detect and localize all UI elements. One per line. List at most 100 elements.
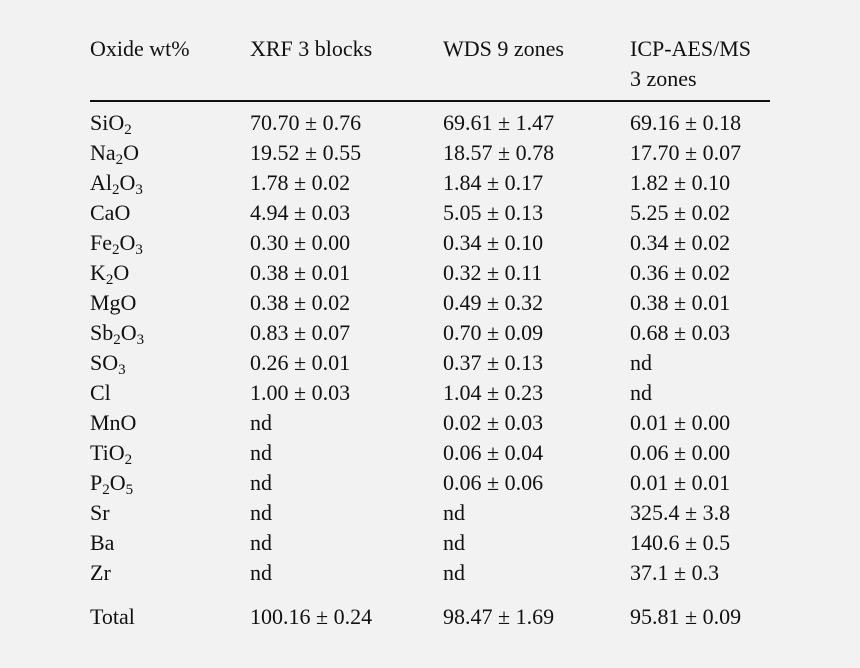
xrf-value: 0.30 ± 0.00 [250, 230, 351, 255]
total-row: Total 100.16 ± 0.24 98.47 ± 1.69 95.81 ± 0.… [90, 588, 770, 632]
wds-value: nd [443, 530, 465, 555]
total-wds: 98.47 ± 1.69 [443, 604, 555, 629]
xrf-value: 70.70 ± 0.76 [250, 110, 362, 135]
oxide-subscript: 3 [136, 332, 145, 348]
table-row: CaO 4.94 ± 0.03 5.05 ± 0.13 5.25 ± 0.02 [90, 198, 770, 228]
oxide-subscript: 3 [135, 242, 143, 258]
xrf-value: 0.38 ± 0.02 [250, 290, 351, 315]
oxide-text: O [123, 140, 140, 165]
header-oxide: Oxide wt% [90, 36, 190, 61]
wds-value: 18.57 ± 0.78 [443, 140, 555, 165]
oxide-subscript: 2 [124, 452, 133, 468]
total-icp: 95.81 ± 0.09 [630, 604, 742, 629]
oxide-cell: Cl [90, 378, 250, 408]
oxide-cell: MgO [90, 288, 250, 318]
oxide-subscript: 5 [125, 482, 134, 498]
wds-value: 0.06 ± 0.06 [443, 470, 544, 495]
wds-value: 1.84 ± 0.17 [443, 170, 544, 195]
xrf-value: 1.78 ± 0.02 [250, 170, 351, 195]
oxide-subscript: 3 [135, 182, 143, 198]
total-xrf: 100.16 ± 0.24 [250, 604, 373, 629]
wds-value: 1.04 ± 0.23 [443, 380, 544, 405]
oxide-text: Fe [90, 230, 112, 255]
oxide-text: MnO [90, 410, 137, 435]
oxide-cell: Fe2O3 [90, 228, 250, 258]
icp-value: 0.06 ± 0.00 [630, 440, 731, 465]
table-row: TiO2 nd 0.06 ± 0.04 0.06 ± 0.00 [90, 438, 770, 468]
xrf-value: nd [250, 530, 272, 555]
wds-value: nd [443, 500, 465, 525]
oxide-text: O [113, 260, 130, 285]
icp-value: 69.16 ± 0.18 [630, 110, 742, 135]
header-wds: WDS 9 zones [443, 36, 564, 61]
oxide-subscript: 3 [118, 362, 126, 378]
oxide-text: Al [90, 170, 112, 195]
table-row: Zr nd nd 37.1 ± 0.3 [90, 558, 770, 588]
oxide-cell: SO3 [90, 348, 250, 378]
xrf-value: 1.00 ± 0.03 [250, 380, 351, 405]
oxide-cell: SiO2 [90, 101, 250, 138]
wds-value: nd [443, 560, 465, 585]
xrf-value: nd [250, 560, 272, 585]
oxide-text: TiO [90, 440, 125, 465]
header-icp: ICP-AES/MS 3 zones [630, 36, 752, 91]
oxide-text: SO [90, 350, 119, 375]
oxide-text: K [90, 260, 106, 285]
oxide-subscript: 2 [105, 272, 114, 288]
wds-value: 0.02 ± 0.03 [443, 410, 544, 435]
oxide-cell: Na2O [90, 138, 250, 168]
icp-value: 0.01 ± 0.00 [630, 410, 731, 435]
total-label: Total [90, 604, 135, 629]
oxide-text: Na [90, 140, 116, 165]
table-header: Oxide wt% XRF 3 blocks WDS 9 zones ICP-A… [90, 34, 770, 101]
icp-value: 5.25 ± 0.02 [630, 200, 731, 225]
oxide-text: MgO [90, 290, 137, 315]
table-row: Sr nd nd 325.4 ± 3.8 [90, 498, 770, 528]
oxide-cell: P2O5 [90, 468, 250, 498]
oxide-text: Sr [90, 500, 110, 525]
table-row: MgO 0.38 ± 0.02 0.49 ± 0.32 0.38 ± 0.01 [90, 288, 770, 318]
oxide-text: Sb [90, 320, 114, 345]
icp-value: 0.34 ± 0.02 [630, 230, 731, 255]
table-row: SO3 0.26 ± 0.01 0.37 ± 0.13 nd [90, 348, 770, 378]
oxide-cell: Sb2O3 [90, 318, 250, 348]
oxide-cell: Ba [90, 528, 250, 558]
xrf-value: nd [250, 470, 272, 495]
table-row: Ba nd nd 140.6 ± 0.5 [90, 528, 770, 558]
oxide-cell: K2O [90, 258, 250, 288]
table-row: SiO2 70.70 ± 0.76 69.61 ± 1.47 69.16 ± 0.18 [90, 101, 770, 138]
icp-value: 0.36 ± 0.02 [630, 260, 731, 285]
oxide-text: Zr [90, 560, 111, 585]
oxide-cell: Zr [90, 558, 250, 588]
wds-value: 5.05 ± 0.13 [443, 200, 544, 225]
icp-value: 0.38 ± 0.01 [630, 290, 731, 315]
icp-value: 325.4 ± 3.8 [630, 500, 731, 525]
icp-value: 1.82 ± 0.10 [630, 170, 731, 195]
oxide-subscript: 2 [102, 482, 110, 498]
oxide-text: P [90, 470, 103, 495]
icp-value: nd [630, 380, 652, 405]
oxide-subscript: 2 [115, 152, 124, 168]
wds-value: 69.61 ± 1.47 [443, 110, 555, 135]
oxide-subscript: 2 [113, 332, 121, 348]
table-row: K2O 0.38 ± 0.01 0.32 ± 0.11 0.36 ± 0.02 [90, 258, 770, 288]
table-row: MnO nd 0.02 ± 0.03 0.01 ± 0.00 [90, 408, 770, 438]
xrf-value: nd [250, 410, 272, 435]
wds-value: 0.06 ± 0.04 [443, 440, 544, 465]
xrf-value: 0.83 ± 0.07 [250, 320, 351, 345]
xrf-value: nd [250, 500, 272, 525]
oxide-text: Cl [90, 380, 111, 405]
icp-value: 37.1 ± 0.3 [630, 560, 720, 585]
oxide-text: O [120, 320, 137, 345]
oxide-text: CaO [90, 200, 131, 225]
icp-value: 17.70 ± 0.07 [630, 140, 742, 165]
wds-value: 0.37 ± 0.13 [443, 350, 544, 375]
oxide-text: SiO [90, 110, 125, 135]
oxide-text: O [109, 470, 126, 495]
oxide-text: Ba [90, 530, 115, 555]
oxide-subscript: 2 [112, 182, 120, 198]
table-row: Fe2O3 0.30 ± 0.00 0.34 ± 0.10 0.34 ± 0.02 [90, 228, 770, 258]
table-body: SiO2 70.70 ± 0.76 69.61 ± 1.47 69.16 ± 0.18… [90, 101, 770, 632]
table-row: P2O5 nd 0.06 ± 0.06 0.01 ± 0.01 [90, 468, 770, 498]
xrf-value: 19.52 ± 0.55 [250, 140, 362, 165]
